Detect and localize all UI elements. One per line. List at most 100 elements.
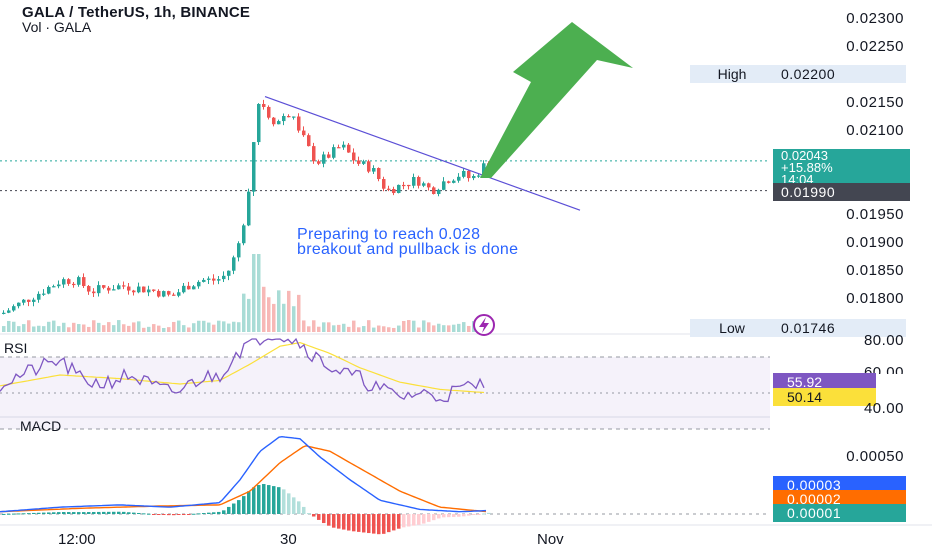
candle <box>407 184 411 187</box>
macd-tick: 0.00050 <box>846 448 904 465</box>
candle <box>262 103 266 107</box>
volume-bar <box>452 324 456 332</box>
candle <box>202 279 206 282</box>
volume-bar <box>217 320 221 332</box>
volume-bar <box>207 322 211 332</box>
macd-histogram-bar <box>367 514 371 534</box>
annotation-line-2: breakout and pullback is done <box>297 241 519 258</box>
volume-bar <box>422 320 426 332</box>
candle <box>197 281 201 287</box>
candle <box>422 183 426 186</box>
volume-bar <box>272 303 276 332</box>
volume-bar <box>317 326 321 332</box>
macd-histogram-bar <box>412 514 416 526</box>
volume-bar <box>17 326 21 332</box>
candle <box>247 191 251 226</box>
candle <box>162 291 166 297</box>
macd-histogram-bar <box>417 514 421 525</box>
candle <box>242 225 246 244</box>
volume-bar <box>337 324 341 332</box>
candle <box>182 285 186 293</box>
volume-bar <box>152 324 156 332</box>
green-up-arrow-drawing[interactable] <box>480 22 633 178</box>
candle <box>287 116 291 118</box>
macd-histogram-bar <box>107 511 111 514</box>
volume-bar <box>177 320 181 332</box>
candle <box>167 291 171 295</box>
macd-histogram-bar <box>207 512 211 514</box>
rsi-ma-line <box>0 341 485 394</box>
candle <box>257 103 261 143</box>
rsi-ma-value-badge: 50.14 <box>773 388 876 406</box>
candle <box>87 286 91 292</box>
price-tick: 0.01850 <box>846 262 904 279</box>
macd-histogram-bar <box>472 514 476 515</box>
candlestick-series <box>2 99 491 315</box>
price-tick: 0.02150 <box>846 94 904 111</box>
volume-bar <box>267 297 271 332</box>
candle <box>477 175 481 177</box>
macd-histogram-bar <box>62 512 66 514</box>
candle <box>2 312 6 314</box>
volume-bar <box>457 323 461 332</box>
volume-bar <box>77 324 81 332</box>
volume-bar <box>427 322 431 332</box>
candle <box>402 184 406 187</box>
macd-histogram-bar <box>447 514 451 518</box>
candle <box>327 154 331 158</box>
candle <box>132 290 136 293</box>
symbol-title[interactable]: GALA / TetherUS, 1h, BINANCE <box>22 4 251 21</box>
volume-bar <box>327 322 331 332</box>
price-tick: 0.02300 <box>846 10 904 27</box>
macd-histogram-bar <box>297 501 301 514</box>
macd-histogram-bar <box>337 514 341 529</box>
volume-bar <box>312 320 316 332</box>
candle <box>237 243 241 258</box>
descending-trendline[interactable] <box>264 95 581 211</box>
macd-histogram-bar <box>427 514 431 522</box>
volume-bar <box>307 326 311 332</box>
macd-histogram-bar <box>202 513 206 515</box>
candle <box>217 279 221 281</box>
volume-bar <box>192 323 196 332</box>
candle <box>432 187 436 195</box>
chart-annotation[interactable]: Preparing to reach 0.028 breakout and pu… <box>297 227 519 258</box>
candle <box>397 184 401 194</box>
candle <box>312 146 316 162</box>
time-label: 12:00 <box>58 531 96 548</box>
macd-histogram-bar <box>102 511 106 514</box>
lightning-icon[interactable] <box>473 314 495 336</box>
candle <box>127 286 131 291</box>
macd-histogram-bar <box>197 513 201 515</box>
candle <box>207 278 211 280</box>
volume-bar <box>132 322 136 332</box>
volume-bar <box>127 325 131 332</box>
candle <box>112 289 116 291</box>
volume-bar <box>247 298 251 332</box>
price-tick: 0.01800 <box>846 290 904 307</box>
rsi-label[interactable]: RSI <box>4 340 28 356</box>
macd-histogram-bar <box>487 512 491 514</box>
macd-histogram-bar <box>442 514 446 518</box>
macd-label[interactable]: MACD <box>20 418 62 434</box>
candle <box>157 290 161 297</box>
macd-histogram-bar <box>262 484 266 514</box>
macd-histogram-bar <box>432 514 436 521</box>
macd-histogram-bar <box>237 500 241 514</box>
macd-histogram-bar <box>112 511 116 514</box>
macd-histogram-bar <box>302 506 306 514</box>
volume-bar <box>222 321 226 332</box>
candle <box>142 286 146 293</box>
candle <box>437 189 441 195</box>
volume-bar <box>42 326 46 332</box>
macd-histogram-bar <box>27 513 31 515</box>
candle <box>362 161 366 164</box>
volume-bar <box>97 322 101 332</box>
macd-histogram-bar <box>7 513 11 515</box>
volume-bar <box>432 325 436 332</box>
candle <box>27 299 31 302</box>
macd-histogram-bar <box>97 511 101 514</box>
rsi-value-badge: 55.92 <box>773 373 876 391</box>
candle <box>387 188 391 190</box>
